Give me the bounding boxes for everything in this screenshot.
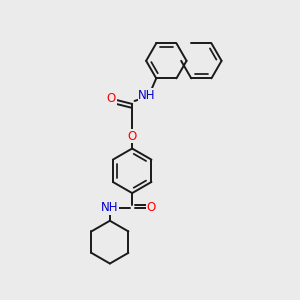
Text: NH: NH: [101, 202, 118, 214]
Text: O: O: [128, 130, 137, 142]
Text: NH: NH: [138, 88, 156, 101]
Text: O: O: [147, 202, 156, 214]
Text: O: O: [107, 92, 116, 105]
